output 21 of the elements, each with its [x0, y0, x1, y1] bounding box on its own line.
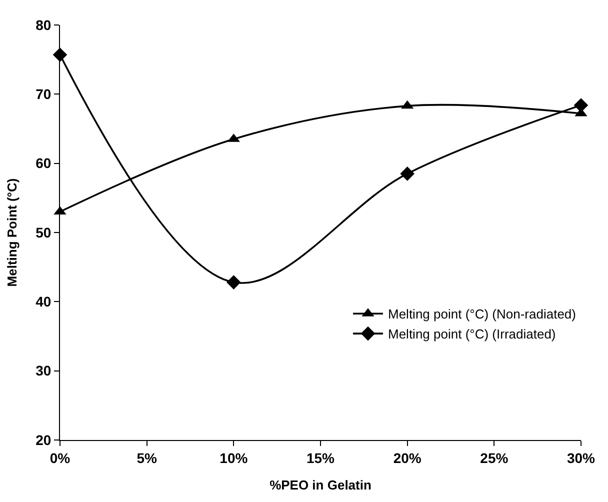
y-tick-label: 40 [36, 294, 52, 310]
x-tick-label: 15% [306, 450, 336, 466]
y-tick-label: 30 [36, 362, 52, 379]
x-tick-label: 25% [480, 450, 509, 466]
x-axis-title: %PEO in Gelatin [270, 477, 372, 492]
x-tick-label: 10% [220, 450, 248, 466]
y-axis-title: Melting Point (°C) [4, 178, 20, 287]
legend-label: Melting point (°C) (Non-radiated) [388, 306, 576, 322]
y-tick-label: 80 [36, 16, 52, 33]
x-tick-label: 30% [566, 450, 596, 466]
point [226, 275, 241, 290]
x-tick-label: 5% [136, 450, 158, 466]
y-tick-label: 50 [36, 224, 52, 240]
legend-label: Melting point (°C) (Irradiated) [388, 326, 556, 342]
point [400, 166, 414, 181]
y-tick-label: 20 [36, 432, 52, 448]
point [574, 98, 588, 112]
y-tick-label: 60 [36, 155, 52, 172]
x-tick-label: 0% [50, 450, 71, 466]
x-tick-label: 20% [393, 450, 422, 466]
y-tick-label: 70 [36, 86, 52, 102]
